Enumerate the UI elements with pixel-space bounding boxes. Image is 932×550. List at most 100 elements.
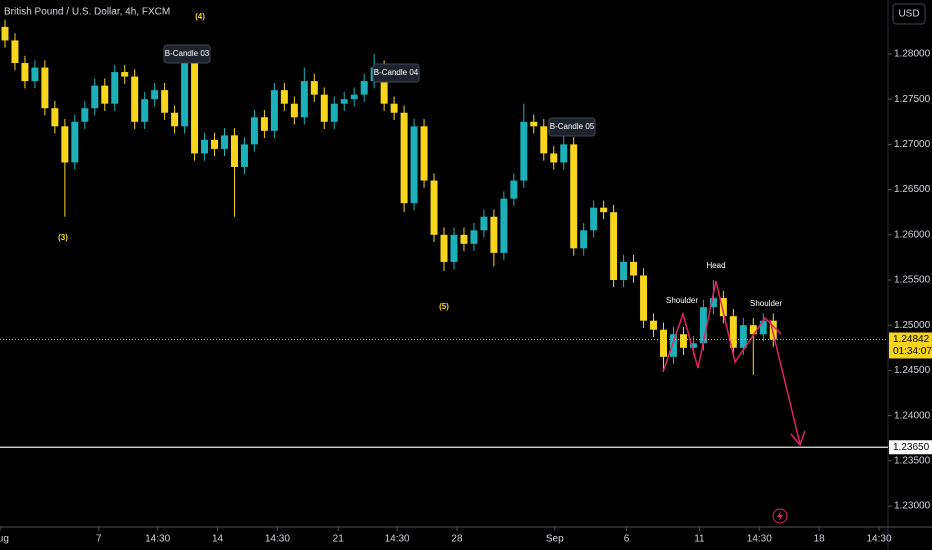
candle-body bbox=[141, 99, 149, 122]
currency-label[interactable]: USD bbox=[898, 9, 919, 20]
candle-body bbox=[230, 135, 238, 167]
candle-body bbox=[151, 90, 159, 100]
candle-body bbox=[640, 275, 648, 321]
candle-body bbox=[280, 90, 288, 104]
candle-body bbox=[91, 85, 99, 109]
price-countdown: 01:34:07 bbox=[893, 346, 932, 357]
y-tick-label: 1.27000 bbox=[894, 139, 931, 150]
price-label: 1.24842 bbox=[893, 334, 930, 345]
candle-body bbox=[171, 112, 179, 127]
candle-body bbox=[580, 230, 588, 249]
y-tick-label: 1.27500 bbox=[894, 94, 931, 105]
pattern-label: Head bbox=[706, 261, 725, 270]
candle-body bbox=[719, 298, 727, 317]
candle-body bbox=[490, 216, 498, 253]
candle-body bbox=[739, 325, 747, 348]
arrow-head bbox=[790, 430, 806, 447]
candle-body bbox=[41, 67, 49, 109]
candle-body bbox=[330, 103, 338, 122]
candle-body bbox=[61, 126, 69, 163]
x-tick-label: 14:30 bbox=[747, 534, 772, 545]
wave-label: (5) bbox=[439, 302, 449, 311]
candle-body bbox=[290, 103, 298, 118]
plot-area bbox=[1, 19, 777, 375]
x-tick-label: 6 bbox=[624, 534, 630, 545]
candle-body bbox=[669, 334, 677, 357]
x-tick-label: 14:30 bbox=[265, 534, 290, 545]
candle-body bbox=[360, 81, 368, 95]
wave-label: (3) bbox=[58, 233, 68, 242]
y-tick-label: 1.26000 bbox=[894, 229, 931, 240]
candle-body bbox=[460, 234, 468, 244]
projection-arrow bbox=[769, 319, 801, 445]
candle-body bbox=[420, 126, 428, 181]
y-tick-label: 1.28000 bbox=[894, 49, 931, 60]
candle-body bbox=[530, 121, 538, 127]
y-tick-label: 1.25000 bbox=[894, 320, 931, 331]
candle-body bbox=[470, 230, 478, 244]
candle-body bbox=[1, 26, 9, 41]
y-tick-label: 1.23500 bbox=[894, 455, 931, 466]
candle-body bbox=[440, 234, 448, 262]
candle-body bbox=[111, 72, 119, 104]
alert-icon[interactable] bbox=[772, 508, 788, 524]
candle-body bbox=[191, 63, 199, 154]
candle-body bbox=[769, 320, 777, 340]
candle-body bbox=[689, 343, 697, 348]
candle-body bbox=[81, 108, 89, 122]
candle-body bbox=[650, 320, 658, 330]
candle-body bbox=[320, 94, 328, 122]
candle-body bbox=[410, 126, 418, 204]
candle-body bbox=[161, 90, 169, 113]
y-tick-label: 1.26500 bbox=[894, 184, 931, 195]
candle-body bbox=[121, 72, 129, 77]
x-tick-label: Sep bbox=[546, 534, 564, 545]
wave-label: (4) bbox=[195, 12, 205, 21]
candle-body bbox=[380, 67, 388, 104]
candle-body bbox=[51, 108, 59, 127]
x-tick-label: 14:30 bbox=[867, 534, 892, 545]
price-label-box bbox=[889, 332, 932, 359]
candle-body bbox=[500, 198, 508, 253]
candle-body bbox=[480, 216, 488, 231]
candle-body bbox=[350, 94, 358, 100]
candle-body bbox=[709, 298, 717, 308]
candle-body bbox=[260, 117, 268, 131]
candle-body bbox=[660, 329, 667, 357]
x-tick-label: 21 bbox=[333, 534, 345, 545]
candle-body bbox=[729, 316, 737, 348]
candle-body bbox=[340, 99, 348, 104]
candle-body bbox=[390, 103, 398, 113]
candle-body bbox=[679, 334, 687, 348]
candle-body bbox=[590, 207, 598, 231]
callout-box bbox=[548, 117, 596, 137]
candle-body bbox=[610, 212, 618, 280]
candle-body bbox=[31, 67, 39, 82]
candle-body bbox=[560, 144, 568, 163]
currency-button[interactable] bbox=[892, 3, 926, 25]
candle-body bbox=[450, 234, 458, 262]
candle-body bbox=[300, 81, 308, 118]
candle-body bbox=[201, 139, 209, 154]
candle-body bbox=[211, 139, 219, 149]
candle-body bbox=[101, 85, 109, 104]
candle-body bbox=[550, 153, 558, 163]
candle-body bbox=[21, 63, 29, 82]
candle-body bbox=[400, 112, 408, 204]
x-tick-label: 14:30 bbox=[145, 534, 170, 545]
callout-box bbox=[163, 44, 211, 64]
candle-body bbox=[510, 180, 518, 199]
candle-body bbox=[181, 63, 189, 127]
candle-body bbox=[430, 180, 438, 235]
x-tick-label: 11 bbox=[694, 534, 705, 545]
x-tick-label: 18 bbox=[814, 534, 826, 545]
alert-bolt bbox=[777, 511, 783, 521]
level-label-box bbox=[889, 440, 932, 455]
candle-body bbox=[131, 76, 139, 122]
candle-body bbox=[630, 261, 638, 276]
candle-body bbox=[71, 121, 79, 163]
candle-body bbox=[759, 320, 767, 335]
candle-body bbox=[600, 207, 608, 213]
x-tick-label: 28 bbox=[451, 534, 463, 545]
